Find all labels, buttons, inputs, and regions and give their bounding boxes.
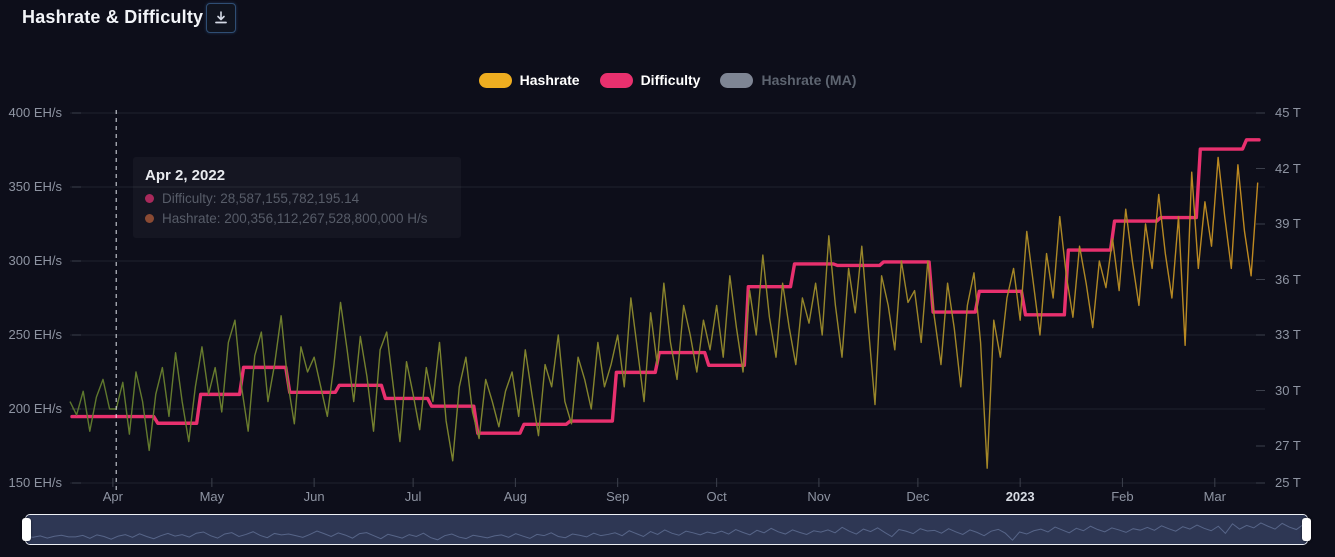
- x-tick-Mar: Mar: [1203, 489, 1226, 504]
- y-left-tick-250: 250 EH/s: [8, 327, 62, 342]
- y-right-tick-33: 33 T: [1275, 327, 1301, 342]
- navigator-left-handle[interactable]: [22, 518, 31, 541]
- legend-label: Difficulty: [640, 72, 701, 88]
- y-left-tick-150: 150 EH/s: [8, 475, 62, 490]
- hashrate-dot-icon: [145, 214, 154, 223]
- legend-label: Hashrate (MA): [761, 72, 857, 88]
- y-left-tick-200: 200 EH/s: [8, 401, 62, 416]
- x-tick-May: May: [199, 489, 225, 504]
- download-button[interactable]: [206, 3, 236, 33]
- page-title: Hashrate & Difficulty: [22, 7, 204, 27]
- x-tick-Oct: Oct: [706, 489, 727, 504]
- x-tick-Aug: Aug: [503, 489, 527, 504]
- y-right-tick-45: 45 T: [1275, 105, 1301, 120]
- legend-swatch-icon: [478, 72, 512, 88]
- y-left-tick-400: 400 EH/s: [8, 105, 62, 120]
- y-right-tick-30: 30 T: [1275, 382, 1301, 398]
- tooltip-date: Apr 2, 2022: [145, 167, 226, 184]
- legend-swatch-icon: [599, 72, 633, 88]
- difficulty-dot-icon: [145, 194, 154, 203]
- x-tick-Sep: Sep: [606, 489, 630, 504]
- y-right-tick-42: 42 T: [1275, 160, 1301, 176]
- x-tick-Jul: Jul: [404, 489, 422, 504]
- legend-label: Hashrate: [519, 72, 580, 88]
- navigator-mini-chart: [26, 515, 1307, 544]
- tooltip-row-difficulty: Difficulty: 28,587,155,782,195.14: [145, 191, 449, 206]
- y-left-tick-300: 300 EH/s: [8, 253, 62, 268]
- legend-item-hashrate-ma[interactable]: Hashrate (MA): [720, 72, 856, 88]
- y-right-tick-39: 39 T: [1275, 216, 1301, 231]
- y-left-tick-350: 350 EH/s: [8, 179, 62, 194]
- legend-swatch-icon: [720, 72, 754, 88]
- tooltip-hashrate-value: Hashrate: 200,356,112,267,528,800,000 H/…: [162, 211, 428, 226]
- tooltip-row-hashrate: Hashrate: 200,356,112,267,528,800,000 H/…: [145, 211, 449, 226]
- range-navigator[interactable]: [22, 514, 1311, 545]
- x-tick-Jun: Jun: [303, 489, 325, 504]
- download-icon: [213, 10, 229, 26]
- chart-legend: Hashrate Difficulty Hashrate (MA): [0, 72, 1335, 88]
- x-tick-Nov: Nov: [807, 489, 831, 504]
- chart-tooltip: Apr 2, 2022 Difficulty: 28,587,155,782,1…: [133, 157, 461, 238]
- navigator-right-handle[interactable]: [1302, 518, 1311, 541]
- x-tick-Apr: Apr: [102, 489, 123, 504]
- x-tick-Dec: Dec: [906, 489, 930, 504]
- y-right-tick-36: 36 T: [1275, 271, 1301, 287]
- x-tick-2023: 2023: [1005, 489, 1035, 504]
- legend-item-difficulty[interactable]: Difficulty: [599, 72, 701, 88]
- legend-item-hashrate[interactable]: Hashrate: [478, 72, 580, 88]
- tooltip-difficulty-value: Difficulty: 28,587,155,782,195.14: [162, 191, 360, 206]
- x-tick-Feb: Feb: [1111, 489, 1134, 504]
- y-right-tick-27: 27 T: [1275, 438, 1301, 453]
- y-right-tick-25: 25 T: [1275, 475, 1301, 490]
- chart-plot-area[interactable]: [0, 0, 1335, 505]
